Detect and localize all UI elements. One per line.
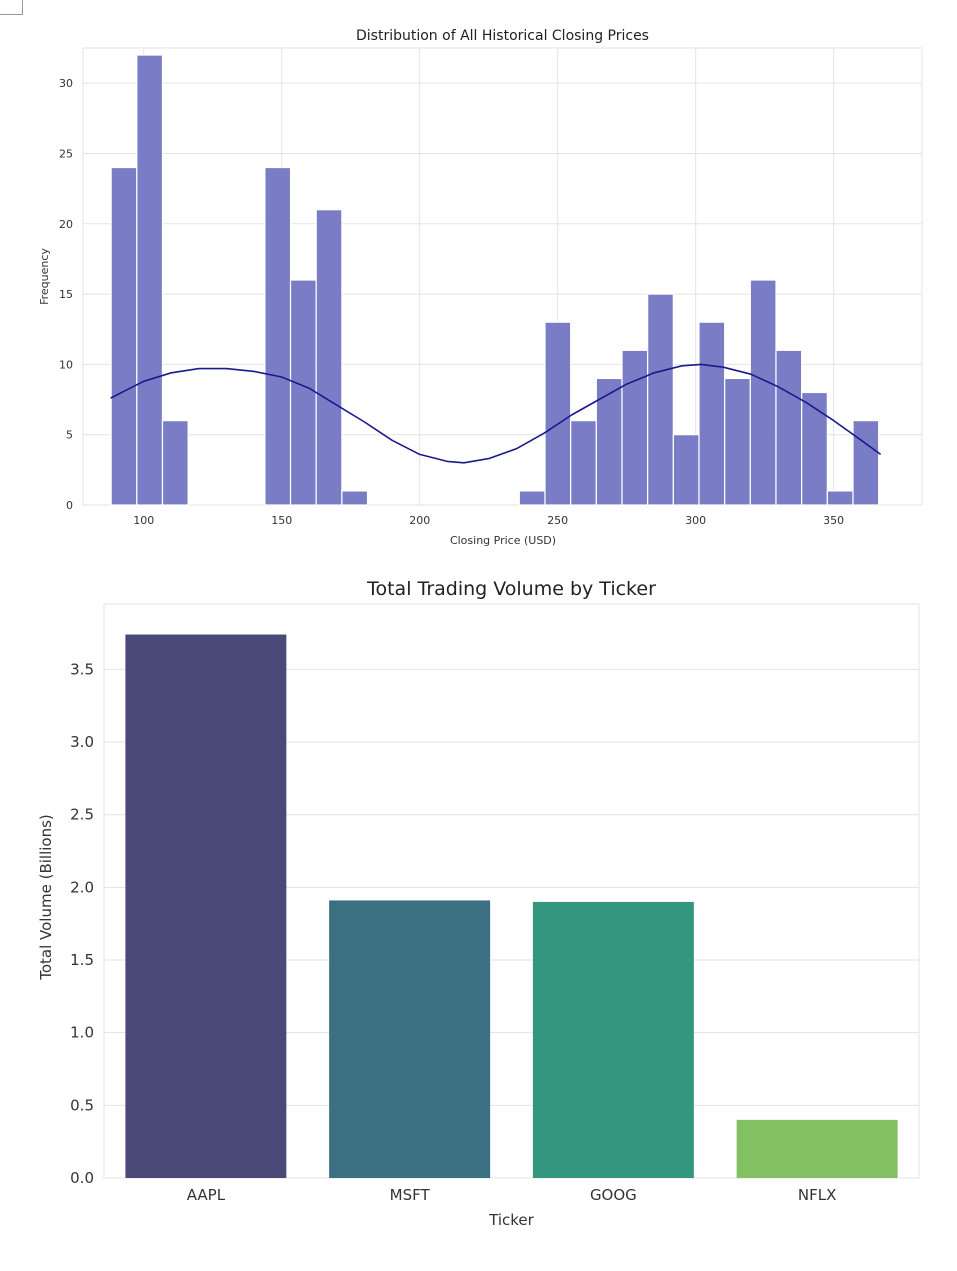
volume-bar bbox=[125, 634, 287, 1178]
volume-bar bbox=[736, 1119, 898, 1178]
histogram-x-tick-label: 350 bbox=[823, 514, 844, 527]
volume-y-tick-label: 0.5 bbox=[70, 1096, 94, 1114]
histogram-bar bbox=[595, 377, 623, 506]
histogram-y-tick-label: 0 bbox=[66, 499, 73, 512]
histogram-y-tick-label: 20 bbox=[59, 218, 73, 231]
volume-y-tick-label: 3.0 bbox=[70, 733, 94, 751]
kde-curve bbox=[110, 363, 882, 464]
histogram-bar bbox=[801, 391, 828, 506]
histogram-y-tick-label: 15 bbox=[59, 288, 73, 301]
window-corner-tab bbox=[0, 0, 23, 15]
histogram-bar bbox=[647, 293, 674, 506]
volume-y-tick-label: 0.0 bbox=[70, 1169, 94, 1187]
histogram-bar bbox=[621, 349, 649, 506]
histogram-y-axis-label: Frequency bbox=[38, 248, 51, 305]
histogram-title: Distribution of All Historical Closing P… bbox=[356, 28, 649, 44]
volume-y-tick-label: 2.5 bbox=[70, 806, 94, 824]
histogram-y-tick-label: 10 bbox=[59, 358, 73, 371]
histogram-bar bbox=[698, 321, 726, 506]
histogram-x-tick-label: 100 bbox=[133, 514, 154, 527]
volume-x-tick-label: NFLX bbox=[798, 1186, 836, 1204]
histogram-bar bbox=[161, 420, 189, 506]
histogram-bar bbox=[315, 209, 343, 506]
histogram-bar bbox=[724, 377, 751, 506]
histogram-bar bbox=[518, 490, 546, 506]
volume-y-tick-label: 1.0 bbox=[70, 1024, 94, 1042]
volume-y-tick-label: 3.5 bbox=[70, 660, 94, 678]
histogram-bar bbox=[672, 434, 700, 506]
histogram-bar bbox=[852, 420, 880, 506]
histogram-x-axis-label: Closing Price (USD) bbox=[450, 534, 556, 547]
histogram-bar bbox=[341, 490, 369, 506]
volume-y-tick-label: 1.5 bbox=[70, 951, 94, 969]
histogram-bar bbox=[264, 166, 292, 506]
volume-bar bbox=[329, 900, 491, 1178]
histogram-y-tick-label: 30 bbox=[59, 77, 73, 90]
volume-x-tick-label: AAPL bbox=[187, 1186, 226, 1204]
histogram-x-tick-label: 300 bbox=[685, 514, 706, 527]
histogram-x-tick-label: 250 bbox=[547, 514, 568, 527]
histogram-bar bbox=[289, 279, 317, 506]
volume-bar bbox=[532, 901, 694, 1178]
histogram-bar bbox=[826, 490, 854, 506]
histogram-x-tick-label: 150 bbox=[271, 514, 292, 527]
volume-x-tick-label: MSFT bbox=[390, 1186, 431, 1204]
histogram-bar bbox=[136, 54, 164, 506]
volume-y-axis-label: Total Volume (Billions) bbox=[37, 814, 55, 981]
volume-title: Total Trading Volume by Ticker bbox=[366, 578, 656, 600]
histogram-bar bbox=[775, 349, 803, 506]
histogram-y-tick-label: 25 bbox=[59, 147, 73, 160]
histogram-y-tick-label: 5 bbox=[66, 429, 73, 442]
volume-x-axis-label: Ticker bbox=[488, 1211, 534, 1229]
histogram-bar bbox=[544, 321, 572, 506]
histogram-bar bbox=[749, 279, 777, 506]
histogram-bar bbox=[570, 420, 597, 506]
histogram-x-tick-label: 200 bbox=[409, 514, 430, 527]
histogram-bar bbox=[110, 166, 138, 506]
volume-x-tick-label: GOOG bbox=[590, 1186, 637, 1204]
volume-y-tick-label: 2.0 bbox=[70, 878, 94, 896]
